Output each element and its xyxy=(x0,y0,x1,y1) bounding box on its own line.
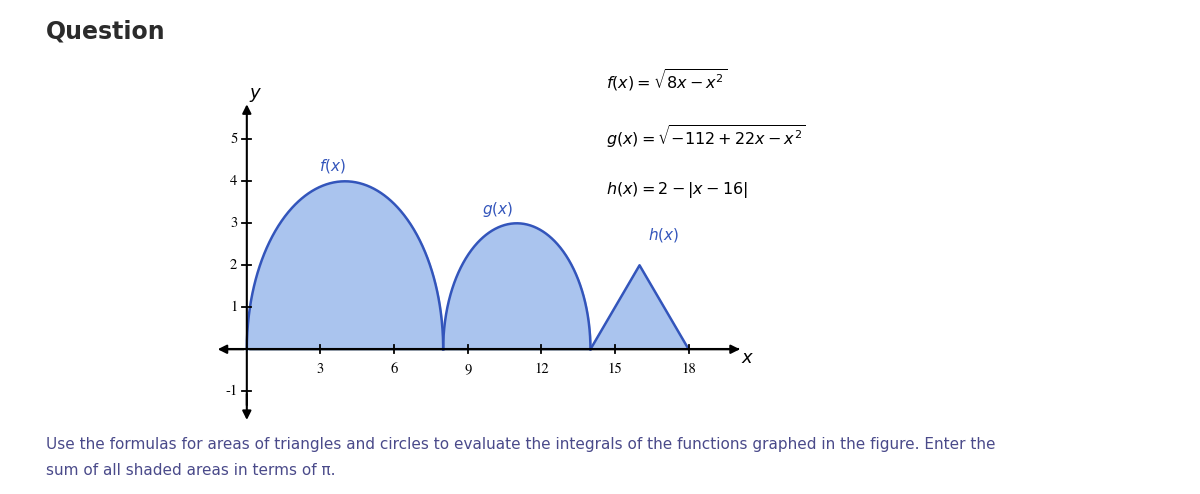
Text: Use the formulas for areas of triangles and circles to evaluate the integrals of: Use the formulas for areas of triangles … xyxy=(46,437,995,452)
Polygon shape xyxy=(590,265,689,349)
Text: $g(x)$: $g(x)$ xyxy=(481,200,512,219)
Text: $g(x) = \sqrt{-112 + 22x - x^2}$: $g(x) = \sqrt{-112 + 22x - x^2}$ xyxy=(606,124,805,151)
Text: $y$: $y$ xyxy=(248,86,262,104)
Text: $h(x) = 2 - |x - 16|$: $h(x) = 2 - |x - 16|$ xyxy=(606,180,748,200)
Text: $h(x)$: $h(x)$ xyxy=(648,226,679,245)
Text: -1: -1 xyxy=(226,384,238,398)
Text: Question: Question xyxy=(46,20,166,44)
Text: $f(x)$: $f(x)$ xyxy=(319,157,346,175)
Text: $x$: $x$ xyxy=(740,349,754,368)
Text: 2: 2 xyxy=(230,258,238,272)
Text: 18: 18 xyxy=(682,363,696,376)
Text: 5: 5 xyxy=(230,132,238,146)
Text: 3: 3 xyxy=(317,363,324,376)
Text: $f(x) = \sqrt{8x - x^2}$: $f(x) = \sqrt{8x - x^2}$ xyxy=(606,67,727,93)
Text: 6: 6 xyxy=(390,363,397,376)
Text: sum of all shaded areas in terms of π.: sum of all shaded areas in terms of π. xyxy=(46,463,335,478)
Text: 4: 4 xyxy=(230,174,238,188)
Text: 9: 9 xyxy=(464,363,472,376)
Text: 1: 1 xyxy=(230,300,238,314)
Text: 3: 3 xyxy=(230,216,238,230)
Text: 12: 12 xyxy=(534,363,548,376)
Text: 15: 15 xyxy=(607,363,623,376)
